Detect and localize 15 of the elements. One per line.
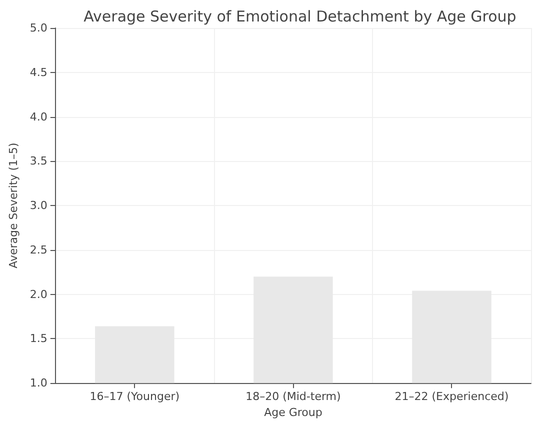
y-tick-label: 4.0	[30, 110, 48, 124]
y-tick-label: 3.0	[30, 199, 48, 212]
x-tick-label: 21–22 (Experienced)	[394, 390, 509, 404]
x-tick-label: 16–17 (Younger)	[90, 390, 180, 404]
y-tick-label: 1.5	[30, 332, 48, 346]
y-axis-title: Average Severity (1–5)	[7, 142, 20, 268]
y-tick-label: 4.5	[30, 66, 48, 79]
y-tick-label: 1.0	[30, 376, 48, 390]
chart-title: Average Severity of Emotional Detachment by Age Group	[84, 8, 516, 26]
y-tick-label: 2.5	[30, 243, 48, 256]
y-tick-label: 5.0	[30, 22, 48, 34]
x-axis-title: Age Group	[264, 406, 322, 419]
y-tick-label: 3.5	[30, 154, 48, 168]
y-tick-label: 2.0	[30, 288, 48, 301]
x-tick-label: 18–20 (Mid-term)	[246, 390, 341, 404]
